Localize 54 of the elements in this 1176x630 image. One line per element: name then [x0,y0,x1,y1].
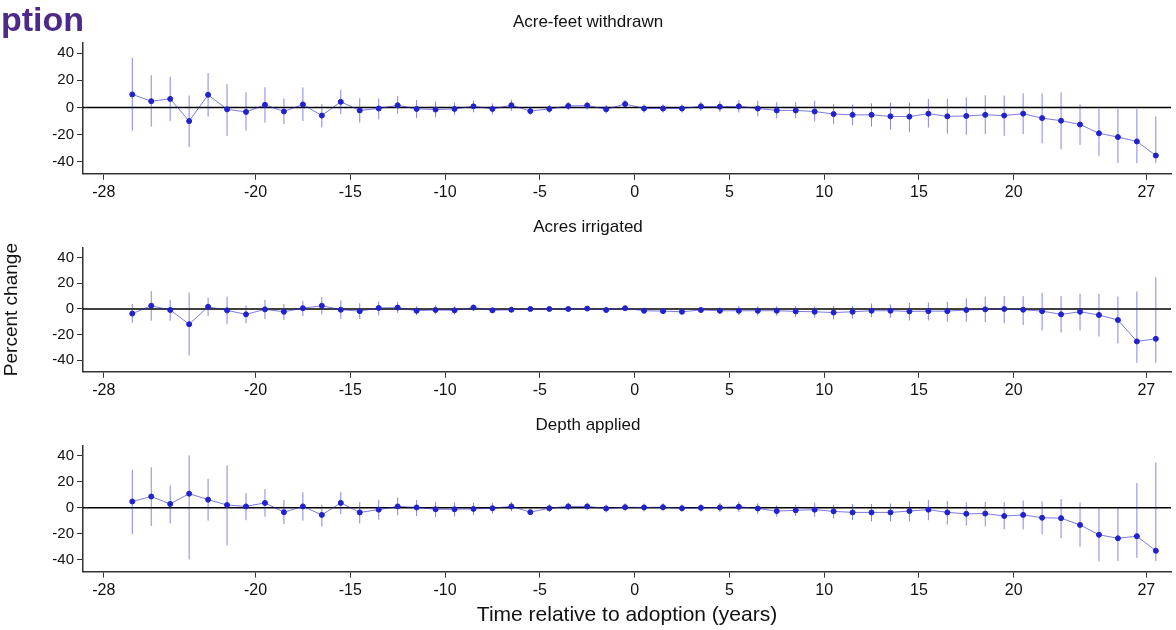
x-tick-label: -28 [92,182,116,200]
x-tick-label: 20 [1004,580,1023,598]
x-axis-title: Time relative to adoption (years) [476,602,778,626]
y-tick-label: -40 [52,350,74,368]
y-tick-label: -20 [52,124,74,142]
x-tick-label: 0 [630,580,640,598]
x-tick-label: -10 [433,182,457,200]
x-tick-label: 20 [1004,380,1023,398]
chart-title: Acres irrigated [533,216,643,236]
x-tick-label: -10 [433,380,457,398]
x-tick-label: 10 [815,380,834,398]
x-tick-label: 20 [1004,182,1023,200]
x-tick-label: -20 [243,182,268,200]
y-tick-label: 20 [57,70,74,88]
x-tick-label: -5 [532,380,548,398]
y-tick-label: -40 [52,151,74,169]
y-tick-label: 0 [65,97,74,115]
x-tick-label: 27 [1137,182,1156,200]
x-tick-label: -10 [433,580,457,598]
x-tick-label: 15 [910,580,928,598]
x-tick-label: -15 [338,182,362,200]
chart-title: Acre-feet withdrawn [512,11,664,31]
y-tick-label: 40 [57,445,74,463]
x-tick-label: -5 [532,580,548,598]
x-tick-label: -15 [338,580,362,598]
x-tick-label: -20 [243,580,268,598]
x-tick-label: -20 [243,380,268,398]
y-tick-label: 0 [65,299,74,317]
y-tick-label: 0 [65,497,74,515]
x-tick-label: 15 [910,380,928,398]
y-tick-label: 40 [57,247,74,265]
x-tick-label: -28 [92,380,116,398]
y-axis-title: Percent change [0,243,21,377]
x-tick-label: 5 [724,580,734,598]
x-tick-label: 0 [630,380,640,398]
y-tick-label: -20 [52,524,74,542]
y-tick-label: 40 [57,43,74,61]
x-tick-label: 5 [724,380,734,398]
x-tick-label: 5 [724,182,734,200]
x-tick-label: 10 [815,182,834,200]
y-tick-label: 20 [57,273,74,291]
x-tick-label: 0 [630,182,640,200]
chart-title: Depth applied [535,414,641,434]
text: ption [1,0,85,39]
y-tick-label: -20 [52,324,74,342]
y-tick-label: 20 [57,471,74,489]
x-tick-label: 10 [815,580,834,598]
x-tick-label: -5 [532,182,548,200]
x-tick-label: 27 [1137,380,1156,398]
y-tick-label: -40 [52,550,74,568]
x-tick-label: -28 [92,580,116,598]
x-tick-label: 15 [910,182,928,200]
x-tick-label: 27 [1137,580,1156,598]
x-tick-label: -15 [338,380,362,398]
